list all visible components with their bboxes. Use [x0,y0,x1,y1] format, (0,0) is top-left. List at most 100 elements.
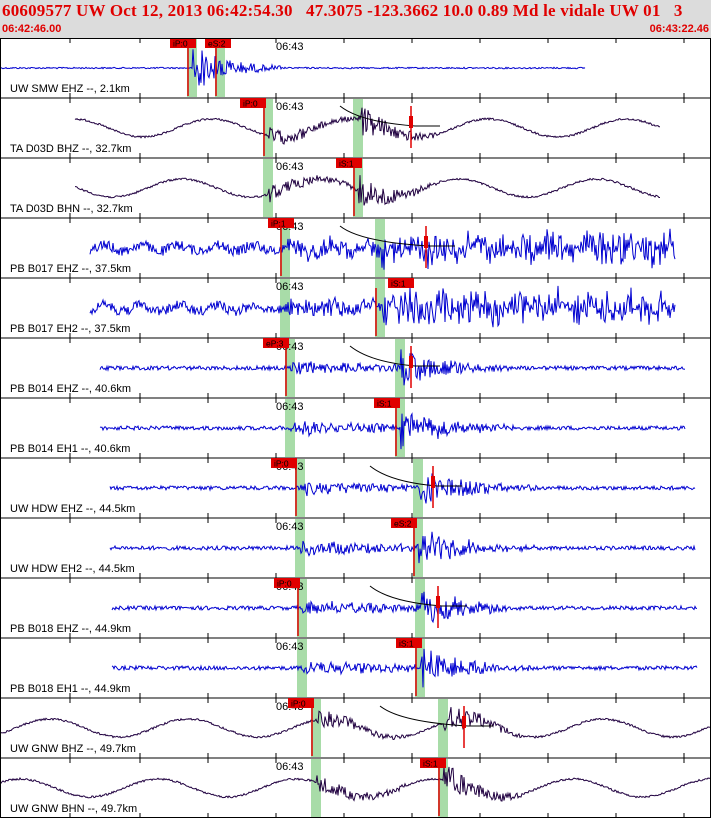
pick-label: eP:3 [266,339,284,349]
waveform [99,412,686,450]
trace-row: 06:43 eS:2 UW HDW EH2 --, 44.5km [0,518,711,579]
trace-row: 06:43 iP:0 eS:2 UW SMW EHZ --, 2.1km [0,38,711,99]
waveform [111,591,697,624]
pick-label: iP:0 [274,459,289,469]
minute-label: 06:43 [276,281,304,293]
pick-label: eS:2 [208,39,226,49]
pick-label: iS:1 [399,639,414,649]
coda-marker-body [409,116,413,128]
pick-window [413,459,423,517]
trace-row: 06:43 iS:1 UW GNW BHN --, 49.7km [0,758,711,818]
pick-label-box [240,98,266,108]
pick-label-box [420,758,446,768]
waveform [75,175,660,206]
minute-label: 06:43 [276,401,304,413]
station-label: TA D03D BHN --, 32.7km [10,203,133,215]
waveform [0,707,711,741]
coda-curve [369,465,462,487]
coda-curve [339,225,455,247]
coda-curve [339,105,440,127]
pick-label: iS:1 [423,759,438,769]
station-label: PB B017 EHZ --, 37.5km [10,263,131,275]
waveform [99,349,686,386]
station-label: PB B018 EHZ --, 44.9km [10,623,131,635]
pick-label-box [288,698,314,708]
coda-marker-body [431,476,435,488]
station-label: UW SMW EHZ --, 2.1km [10,83,130,95]
waveform [74,107,660,145]
pick-window [311,759,321,817]
station-label: PB B014 EHZ --, 40.6km [10,383,131,395]
pick-window [297,579,307,637]
waveform [0,49,586,86]
pick-label-box [205,38,231,48]
pick-window [263,99,273,157]
header-bar: 60609577 UW Oct 12, 2013 06:42:54.30 47.… [0,0,711,38]
pick-label: iP:1 [271,219,286,229]
pick-window [353,159,363,217]
waveform [111,648,698,688]
pick-window [280,219,290,277]
waveform [0,766,711,802]
coda-curve [349,345,440,367]
coda-marker-body [436,596,440,608]
minute-label: 06:43 [276,41,304,53]
pick-label-box [170,38,196,48]
trace-row: 06:43 iS:1 PB B018 EH1 --, 44.9km [0,638,711,699]
waveform [109,473,696,504]
station-label: UW GNW BHN --, 49.7km [10,803,137,815]
minute-label: 06:43 [276,161,304,173]
pick-label-box [391,518,417,528]
station-label: UW GNW BHZ --, 49.7km [10,743,136,755]
pick-label: iS:1 [377,399,392,409]
waveform [109,531,696,564]
pick-label-box [396,638,422,648]
pick-window [285,399,295,457]
pick-label: iS:1 [339,159,354,169]
seismogram-panel[interactable]: 06:43 iP:0 eS:2 UW SMW EHZ --, 2.1km 06:43 iP… [0,38,711,818]
trace-row: 06:43 iS:1 PB B014 EH1 --, 40.6km [0,398,711,459]
pick-label: iS:1 [391,279,406,289]
pick-window [438,759,448,817]
pick-label: iP:0 [291,699,306,709]
pick-label-box [268,218,294,228]
pick-label-box [388,278,414,288]
pick-label: iP:0 [277,579,292,589]
pick-window [438,699,448,757]
pick-label-box [374,398,400,408]
station-label: PB B018 EH1 --, 44.9km [10,683,130,695]
pick-window [353,99,363,157]
trace-row: 06:43 iS:1 TA D03D BHN --, 32.7km [0,158,711,219]
minute-label: 06:43 [276,101,304,113]
coda-marker-body [424,236,428,248]
station-label: PB B017 EH2 --, 37.5km [10,323,130,335]
trace-row: 06:43 iP:0 TA D03D BHZ --, 32.7km [0,98,711,159]
station-label: TA D03D BHZ --, 32.7km [10,143,131,155]
station-label: PB B014 EH1 --, 40.6km [10,443,130,455]
pick-label-box [336,158,362,168]
pick-label-box [274,578,300,588]
coda-curve [369,585,467,607]
trace-row: 06:43 iS:1 PB B017 EH2 --, 37.5km [0,278,711,339]
station-label: UW HDW EHZ --, 44.5km [10,503,135,515]
pick-label: eS:2 [394,519,412,529]
minute-label: 06:43 [276,521,304,533]
pick-window [263,159,273,217]
waveform [89,285,676,328]
minute-label: 06:43 [276,641,304,653]
start-time: 06:42:46.00 [2,23,62,35]
pick-label-box [263,338,289,348]
pick-window [311,699,321,757]
minute-label: 06:43 [276,761,304,773]
end-time: 06:43:22.46 [649,23,709,35]
pick-label: iP:0 [243,99,258,109]
pick-label-box [271,458,297,468]
waveform [89,228,676,270]
pick-label: iP:0 [173,39,188,49]
station-label: UW HDW EH2 --, 44.5km [10,563,135,575]
